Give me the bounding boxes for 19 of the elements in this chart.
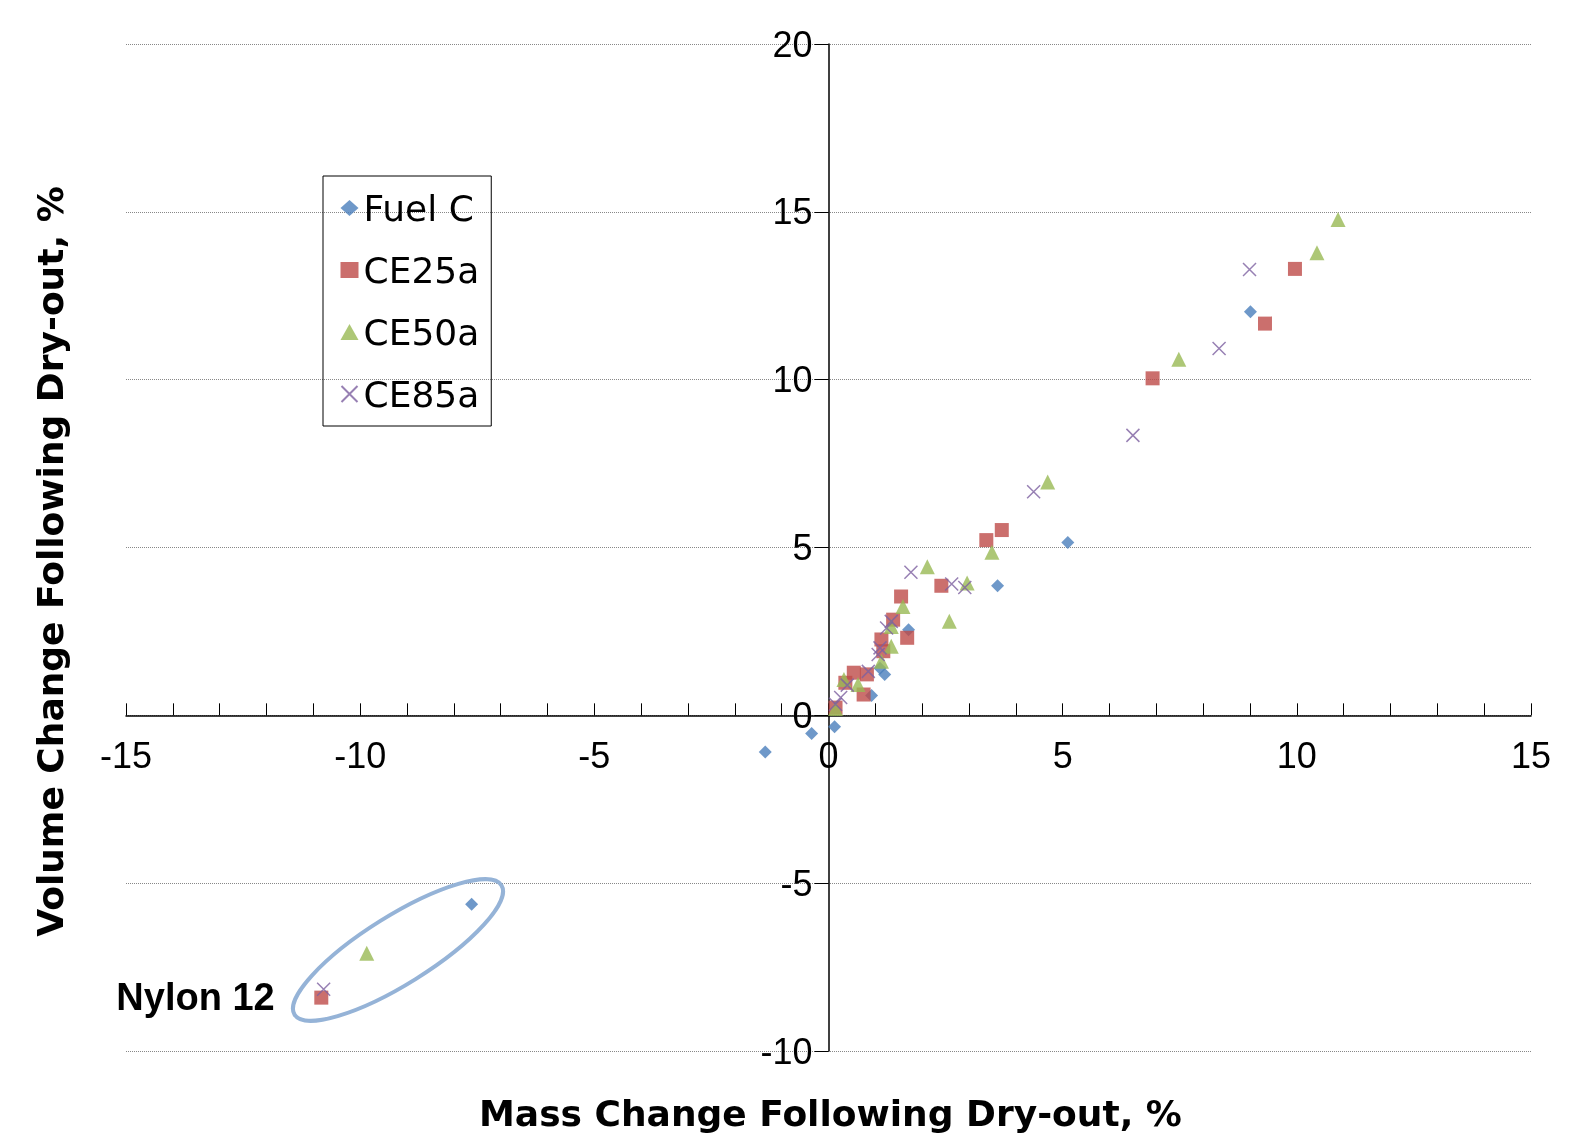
annotation: Nylon 12	[116, 976, 275, 1019]
x-tick-label: -5	[578, 734, 611, 776]
legend-label: CE50a	[363, 311, 480, 353]
x-tick-label: 5	[1052, 734, 1073, 776]
x-tick-label: -10	[334, 734, 387, 776]
legend-label: CE25a	[363, 249, 480, 291]
y-tick-label: 20	[772, 23, 813, 65]
legend-label: Fuel C	[363, 187, 474, 229]
x-axis-title: Mass Change Following Dry-out, %	[479, 1092, 1182, 1134]
y-tick-label: 15	[772, 191, 813, 233]
y-tick-label: 10	[772, 359, 813, 401]
y-tick-label: -5	[780, 862, 813, 904]
x-tick-label: -15	[99, 734, 153, 776]
y-axis-title: Volume Change Following Dry-out, %	[29, 186, 71, 937]
y-tick-label: -10	[760, 1030, 813, 1072]
y-tick-label: 5	[792, 527, 813, 568]
x-tick-label: 15	[1510, 734, 1552, 776]
legend-label: CE85a	[363, 373, 480, 415]
x-tick-label: 10	[1276, 734, 1317, 776]
